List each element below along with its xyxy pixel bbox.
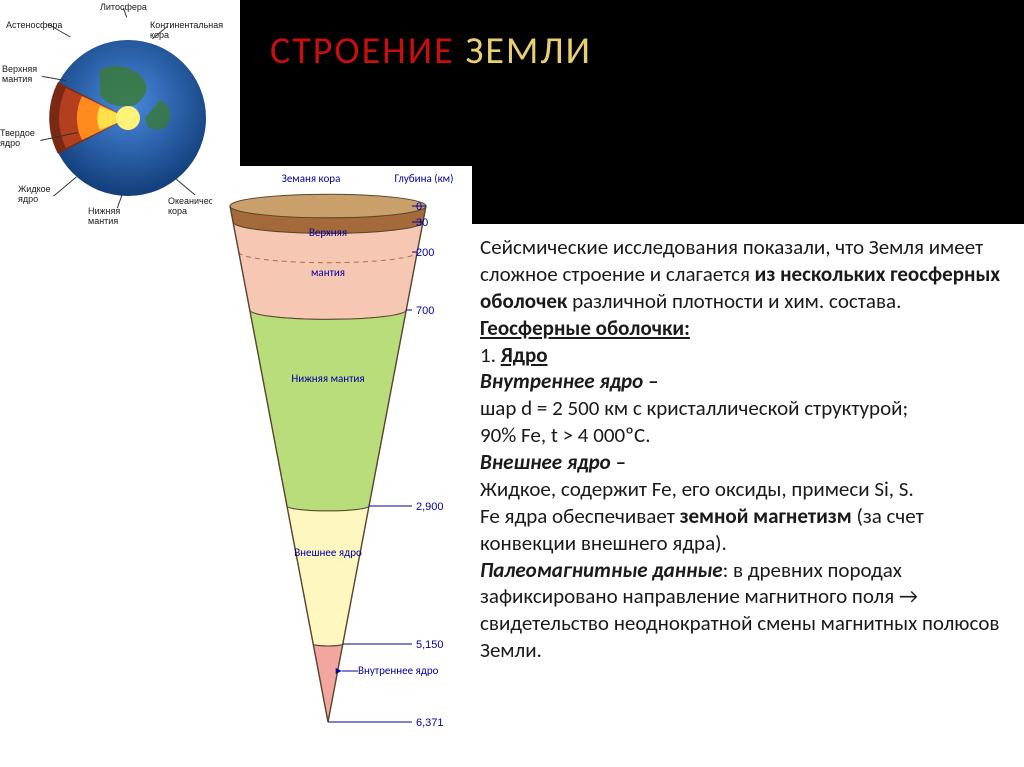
t-paleo-h: Палеомагнитные данные	[480, 557, 723, 583]
earth-cutaway-figure: Литосфера Астеносфера Континентальная ко…	[0, 0, 240, 224]
inner-core-line2: 90% Fe, t > 4 000ºС.	[480, 422, 1010, 449]
depth-cone-figure: Земаня кора Глубина (км) 0 30 200 700 2,900 5…	[212, 166, 472, 766]
t-l1: 1.	[480, 342, 501, 368]
cone-layer-outer-core	[287, 506, 369, 646]
layer-label-upper-mantle-2: мантия	[278, 266, 378, 279]
layer-label-lower-mantle: Нижняя мантия	[278, 372, 378, 385]
depth-label-30: 30	[416, 217, 428, 229]
depth-label-6371: 6,371	[416, 717, 444, 729]
depth-label-2900: 2,900	[416, 501, 444, 513]
cone-col-left: Земаня кора	[266, 172, 356, 185]
title-word-1: СТРОЕНИЕ	[270, 28, 455, 74]
title-word-2: ЗЕМЛИ	[465, 28, 592, 74]
cone-layer-inner-core	[313, 644, 343, 722]
body-text: Сейсмические исследования показали, что …	[480, 234, 1010, 664]
inner-core-line1: шар d = 2 500 км с кристаллической струк…	[480, 395, 1010, 422]
page-title: СТРОЕНИЕ ЗЕМЛИ	[270, 28, 592, 74]
cone-svg: 0 30 200 700 2,900 5,150 6,371	[212, 166, 472, 746]
heading-geospheres: Геосферные оболочки:	[480, 315, 1010, 342]
depth-label-700: 700	[416, 305, 434, 317]
magnetism-line: Fe ядра обеспечивает земной магнетизм (з…	[480, 503, 1010, 557]
slide-header: Литосфера Астеносфера Континентальная ко…	[0, 0, 1024, 224]
paleo-line: Палеомагнитные данные: в древних породах…	[480, 557, 1010, 665]
t-p1c: различной плотности и хим. состава.	[572, 288, 901, 314]
depth-label-200: 200	[416, 247, 434, 259]
t-mag-a: Fe ядра обеспечивает	[480, 503, 680, 529]
line-core: 1. Ядро	[480, 342, 1010, 369]
cone-col-right: Глубина (км)	[394, 172, 454, 185]
cone-cap	[230, 194, 426, 218]
label-upper-mantle: Верхняя мантия	[2, 64, 52, 84]
heading-outer-core: Внешнее ядро –	[480, 449, 1010, 476]
label-solid-core: Твердое ядро	[0, 128, 48, 148]
layer-label-outer-core: Внешнее ядро	[278, 546, 378, 559]
label-liquid-core: Жидкое ядро	[18, 184, 68, 204]
t-core: Ядро	[501, 342, 548, 368]
layer-label-upper-mantle-1: Верхняя	[278, 226, 378, 239]
para-intro: Сейсмические исследования показали, что …	[480, 234, 1010, 315]
t-mag-b: земной магнетизм	[680, 503, 852, 529]
depth-label-5150: 5,150	[416, 639, 444, 651]
outer-core-line1: Жидкое, содержит Fe, его оксиды, примеси…	[480, 476, 1010, 503]
heading-inner-core: Внутреннее ядро –	[480, 368, 1010, 395]
label-lower-mantle: Нижняя мантия	[88, 206, 148, 226]
depth-label-0: 0	[416, 201, 422, 213]
layer-label-inner-core: Внутреннее ядро	[358, 664, 448, 677]
cone-layer-lower-mantle	[250, 310, 406, 511]
